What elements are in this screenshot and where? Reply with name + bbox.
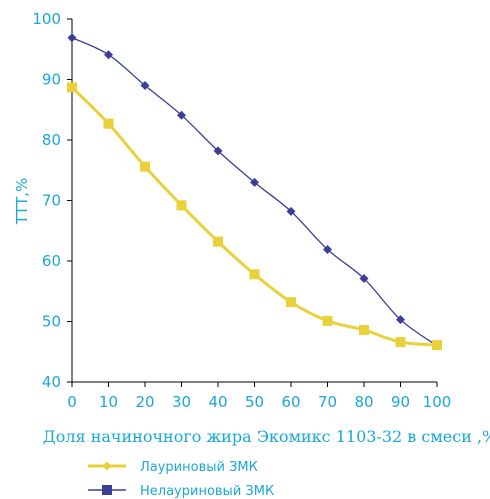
series-1-point [286,297,296,308]
series-2-point [104,50,113,60]
series-2-point [323,245,332,255]
series-2 [67,33,442,351]
series-2-point [250,177,259,187]
series-2-line [71,37,438,347]
series-2-point [140,81,150,91]
y-tick-label: 100 [32,10,61,28]
legend-label: Нелауриновый ЗМК [140,484,274,499]
x-tick-label: 90 [391,393,410,411]
series-1-point [213,236,223,247]
y-tick-label: 70 [42,192,61,210]
series-1-point [395,337,406,348]
x-tick-label: 70 [318,393,337,411]
series-2-point [177,110,186,120]
legend-swatch-marker [102,485,112,495]
legend-item: Нелауриновый ЗМК [88,484,274,499]
y-axis-label: ТТТ,% [13,178,31,226]
series-2-point [286,206,296,216]
legend: Лауриновый ЗМК Нелауриновый ЗМК [88,460,274,499]
y-tick-label: 50 [42,313,61,331]
series-2-point [396,315,405,325]
y-tick-label: 60 [42,252,61,270]
series-1-point [432,340,442,351]
y-tick-label: 80 [42,131,61,149]
series-1-point [103,118,114,129]
legend-label: Лауриновый ЗМК [140,460,258,475]
series-1-point [176,200,187,211]
series-2-point [213,146,223,156]
x-tick-label: 50 [245,393,264,411]
series-layer [67,33,442,351]
series-1-point [67,82,77,93]
y-ticks: 40 50 60 70 80 90 100 [32,10,72,391]
series-1-point [249,269,260,280]
x-tick-label: 30 [172,393,191,411]
x-tick-label: 0 [67,393,77,411]
x-tick-label: 60 [281,393,300,411]
x-tick-label: 10 [99,393,118,411]
series-1-point [140,161,150,172]
x-ticks: 0 10 20 30 40 50 60 70 80 90 100 [67,382,451,411]
x-tick-label: 100 [423,393,452,411]
legend-item: Лауриновый ЗМК [88,460,258,475]
series-2-point [359,274,369,284]
x-axis-label: Доля начиночного жира Экомикс 1103-32 в … [43,427,490,446]
series-1-point [359,324,369,335]
x-tick-label: 80 [354,393,373,411]
x-tick-label: 40 [208,393,227,411]
x-tick-label: 20 [135,393,154,411]
series-1-point [322,315,333,326]
series-1 [67,82,442,351]
series-2-point [67,33,77,43]
legend-swatch-marker [102,461,112,471]
series-1-line [70,86,438,347]
axes [71,19,437,383]
y-tick-label: 90 [42,71,61,89]
y-tick-label: 40 [42,373,61,391]
